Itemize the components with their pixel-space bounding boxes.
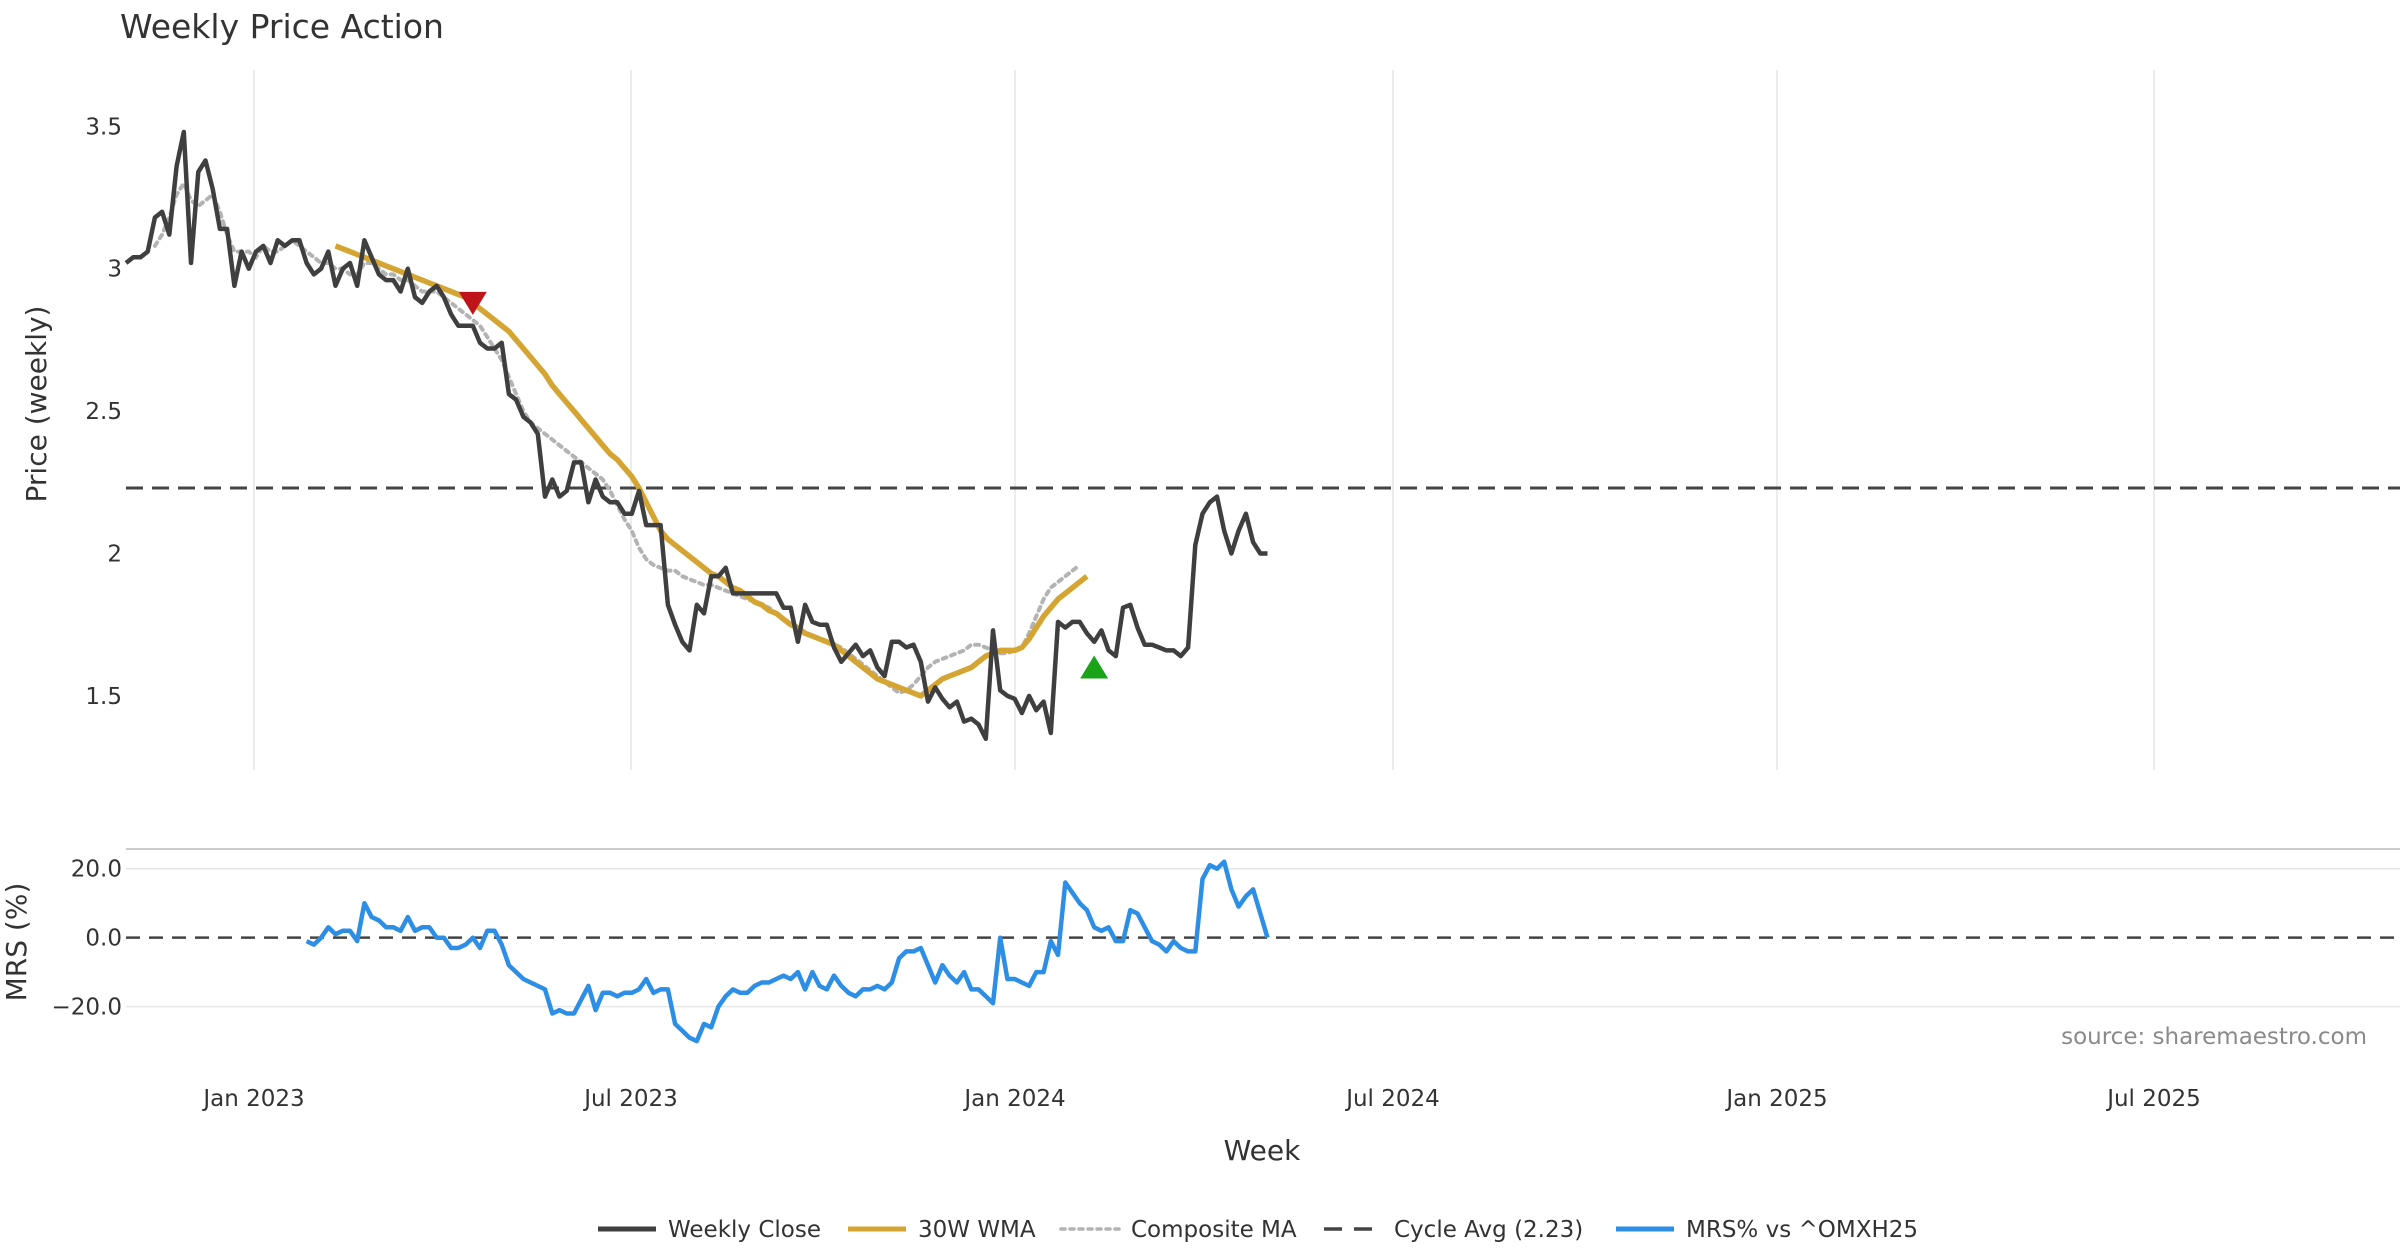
legend-label-0: Weekly Close [668,1217,821,1243]
x-tick-0: Jan 2023 [201,1086,304,1112]
legend-item-3: Cycle Avg (2.23) [1324,1217,1583,1243]
mrs-y-tick-1: 0.0 [85,926,122,952]
legend-item-0: Weekly Close [598,1217,821,1243]
legend-item-4: MRS% vs ^OMXH25 [1616,1217,1918,1243]
x-tick-5: Jul 2025 [2105,1086,2201,1112]
x-tick-4: Jan 2025 [1724,1086,1827,1112]
legend-item-1: 30W WMA [848,1217,1036,1243]
legend-label-3: Cycle Avg (2.23) [1394,1217,1583,1243]
chart-title: Weekly Price Action [120,7,444,46]
legend-item-2: Composite MA [1059,1217,1297,1243]
legend: Weekly Close 30W WMA Composite MA Cycle Avg… [598,1217,1918,1243]
source-note: source: sharemaestro.com [2061,1024,2367,1050]
price-y-tick-1: 2 [107,542,122,568]
x-axis-ticks: Jan 2023 Jul 2023 Jan 2024 Jul 2024 Jan 2025… [201,1086,2200,1112]
buy-signal-marker [1080,655,1109,679]
weekly-close-line [124,129,1268,741]
price-y-tick-2: 2.5 [85,399,122,425]
wma-30w-line [334,243,1089,699]
x-tick-3: Jul 2024 [1344,1086,1440,1112]
price-y-tick-3: 3 [107,257,122,283]
grid-layer [126,70,2400,1008]
price-y-tick-4: 3.5 [85,114,122,140]
sell-signal-marker [458,291,487,315]
mrs-y-axis-label: MRS (%) [0,883,33,1002]
x-tick-2: Jan 2024 [962,1086,1065,1112]
legend-label-2: Composite MA [1131,1217,1297,1243]
mrs-panel: MRS (%) 20.0 0.0 −20.0 [0,857,2400,1044]
price-y-tick-0: 1.5 [85,684,122,710]
x-axis-label: Week [1224,1134,1301,1167]
legend-label-4: MRS% vs ^OMXH25 [1686,1217,1918,1243]
mrs-y-tick-0: 20.0 [71,857,122,883]
x-tick-1: Jul 2023 [582,1086,678,1112]
mrs-line [305,859,1270,1044]
composite-ma-line [152,178,1082,696]
legend-label-1: 30W WMA [918,1217,1036,1243]
price-panel: Price (weekly) 1.5 2 2.5 3 3.5 [20,114,2400,741]
mrs-y-tick-2: −20.0 [52,995,122,1021]
price-y-axis-label: Price (weekly) [20,306,53,503]
